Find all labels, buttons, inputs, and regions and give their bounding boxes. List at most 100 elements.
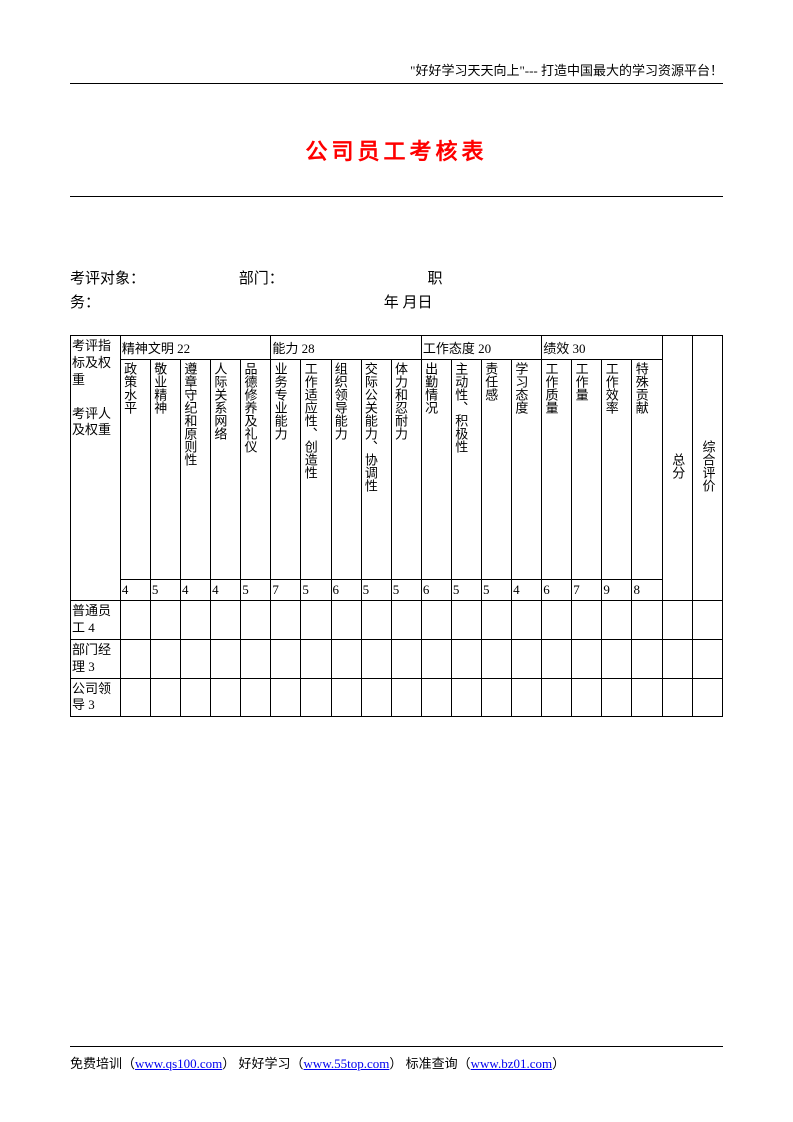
criteria-1: 敬业精神 bbox=[150, 360, 180, 580]
weight-7: 6 bbox=[331, 580, 361, 601]
cell bbox=[662, 678, 692, 717]
cell bbox=[391, 601, 421, 640]
cell bbox=[181, 639, 211, 678]
page-footer: 免费培训（www.qs100.com） 好好学习（www.55top.com） … bbox=[70, 1046, 723, 1072]
cell bbox=[181, 601, 211, 640]
cell bbox=[602, 639, 632, 678]
footer-train-label: 免费培训（ bbox=[70, 1056, 135, 1071]
criteria-17: 特殊贡献 bbox=[632, 360, 662, 580]
weight-11: 5 bbox=[451, 580, 481, 601]
cell bbox=[572, 601, 602, 640]
total-col: 总分 bbox=[662, 336, 692, 601]
criteria-13: 学习态度 bbox=[512, 360, 542, 580]
cell bbox=[421, 678, 451, 717]
cell bbox=[482, 678, 512, 717]
weight-9: 5 bbox=[391, 580, 421, 601]
weight-1: 5 bbox=[150, 580, 180, 601]
criteria-8: 交际公关能力、协调性 bbox=[361, 360, 391, 580]
date-label: 年 月日 bbox=[384, 295, 433, 311]
cell bbox=[150, 678, 180, 717]
criteria-11: 主动性、积极性 bbox=[451, 360, 481, 580]
weight-5: 7 bbox=[271, 580, 301, 601]
cell bbox=[331, 639, 361, 678]
criteria-7: 组织领导能力 bbox=[331, 360, 361, 580]
cell bbox=[301, 678, 331, 717]
cell bbox=[120, 678, 150, 717]
criteria-14: 工作质量 bbox=[542, 360, 572, 580]
cell bbox=[241, 678, 271, 717]
footer-train-link[interactable]: www.qs100.com bbox=[135, 1056, 222, 1071]
cell bbox=[662, 601, 692, 640]
weight-0: 4 bbox=[120, 580, 150, 601]
cell bbox=[512, 601, 542, 640]
cell bbox=[512, 678, 542, 717]
cell bbox=[331, 601, 361, 640]
row-header-top: 考评指标及权重 bbox=[72, 338, 111, 387]
row-header-cell: 考评指标及权重 考评人及权重 bbox=[71, 336, 121, 601]
cell bbox=[271, 601, 301, 640]
group-2: 工作态度 20 bbox=[421, 336, 541, 360]
weight-15: 7 bbox=[572, 580, 602, 601]
cell bbox=[602, 678, 632, 717]
group-3: 绩效 30 bbox=[542, 336, 662, 360]
criteria-10: 出勤情况 bbox=[421, 360, 451, 580]
weight-16: 9 bbox=[602, 580, 632, 601]
group-header-row: 考评指标及权重 考评人及权重 精神文明 22 能力 28 工作态度 20 绩效 … bbox=[71, 336, 723, 360]
cell bbox=[692, 678, 722, 717]
cell bbox=[271, 678, 301, 717]
cell bbox=[150, 639, 180, 678]
cell bbox=[120, 601, 150, 640]
info-line: 考评对象： 部门： 职务： 年 月日 bbox=[70, 267, 723, 315]
criteria-3: 人际关系网络 bbox=[211, 360, 241, 580]
cell bbox=[692, 601, 722, 640]
footer-standard-label: ） 标准查询（ bbox=[389, 1056, 470, 1071]
footer-study-link[interactable]: www.55top.com bbox=[304, 1056, 390, 1071]
cell bbox=[542, 601, 572, 640]
row-label-2: 公司领导 3 bbox=[71, 678, 121, 717]
row-label-0: 普通员工 4 bbox=[71, 601, 121, 640]
cell bbox=[361, 678, 391, 717]
footer-close: ） bbox=[552, 1056, 565, 1071]
criteria-2: 遵章守纪和原则性 bbox=[181, 360, 211, 580]
cell bbox=[181, 678, 211, 717]
weight-8: 5 bbox=[361, 580, 391, 601]
cell bbox=[482, 601, 512, 640]
criteria-5: 业务专业能力 bbox=[271, 360, 301, 580]
cell bbox=[150, 601, 180, 640]
table-row: 普通员工 4 bbox=[71, 601, 723, 640]
cell bbox=[692, 639, 722, 678]
weight-6: 5 bbox=[301, 580, 331, 601]
cell bbox=[512, 639, 542, 678]
table-row: 公司领导 3 bbox=[71, 678, 723, 717]
cell bbox=[421, 639, 451, 678]
weight-14: 6 bbox=[542, 580, 572, 601]
criteria-0: 政策水平 bbox=[120, 360, 150, 580]
cell bbox=[602, 601, 632, 640]
footer-standard-link[interactable]: www.bz01.com bbox=[471, 1056, 552, 1071]
cell bbox=[632, 678, 662, 717]
header-slogan: "好好学习天天向上"--- 打造中国最大的学习资源平台！ bbox=[70, 60, 723, 84]
cell bbox=[211, 678, 241, 717]
criteria-12: 责任感 bbox=[482, 360, 512, 580]
criteria-15: 工作量 bbox=[572, 360, 602, 580]
cell bbox=[241, 601, 271, 640]
cell bbox=[120, 639, 150, 678]
cell bbox=[301, 639, 331, 678]
cell bbox=[301, 601, 331, 640]
weight-12: 5 bbox=[482, 580, 512, 601]
footer-study-label: ） 好好学习（ bbox=[222, 1056, 303, 1071]
cell bbox=[451, 601, 481, 640]
criteria-6: 工作适应性、创造性 bbox=[301, 360, 331, 580]
weight-4: 5 bbox=[241, 580, 271, 601]
row-label-1: 部门经理 3 bbox=[71, 639, 121, 678]
cell bbox=[211, 601, 241, 640]
table-row: 部门经理 3 bbox=[71, 639, 723, 678]
target-label: 考评对象： bbox=[70, 271, 145, 287]
cell bbox=[331, 678, 361, 717]
criteria-16: 工作效率 bbox=[602, 360, 632, 580]
cell bbox=[542, 639, 572, 678]
weight-2: 4 bbox=[181, 580, 211, 601]
dept-label: 部门： bbox=[239, 271, 284, 287]
cell bbox=[482, 639, 512, 678]
weight-17: 8 bbox=[632, 580, 662, 601]
